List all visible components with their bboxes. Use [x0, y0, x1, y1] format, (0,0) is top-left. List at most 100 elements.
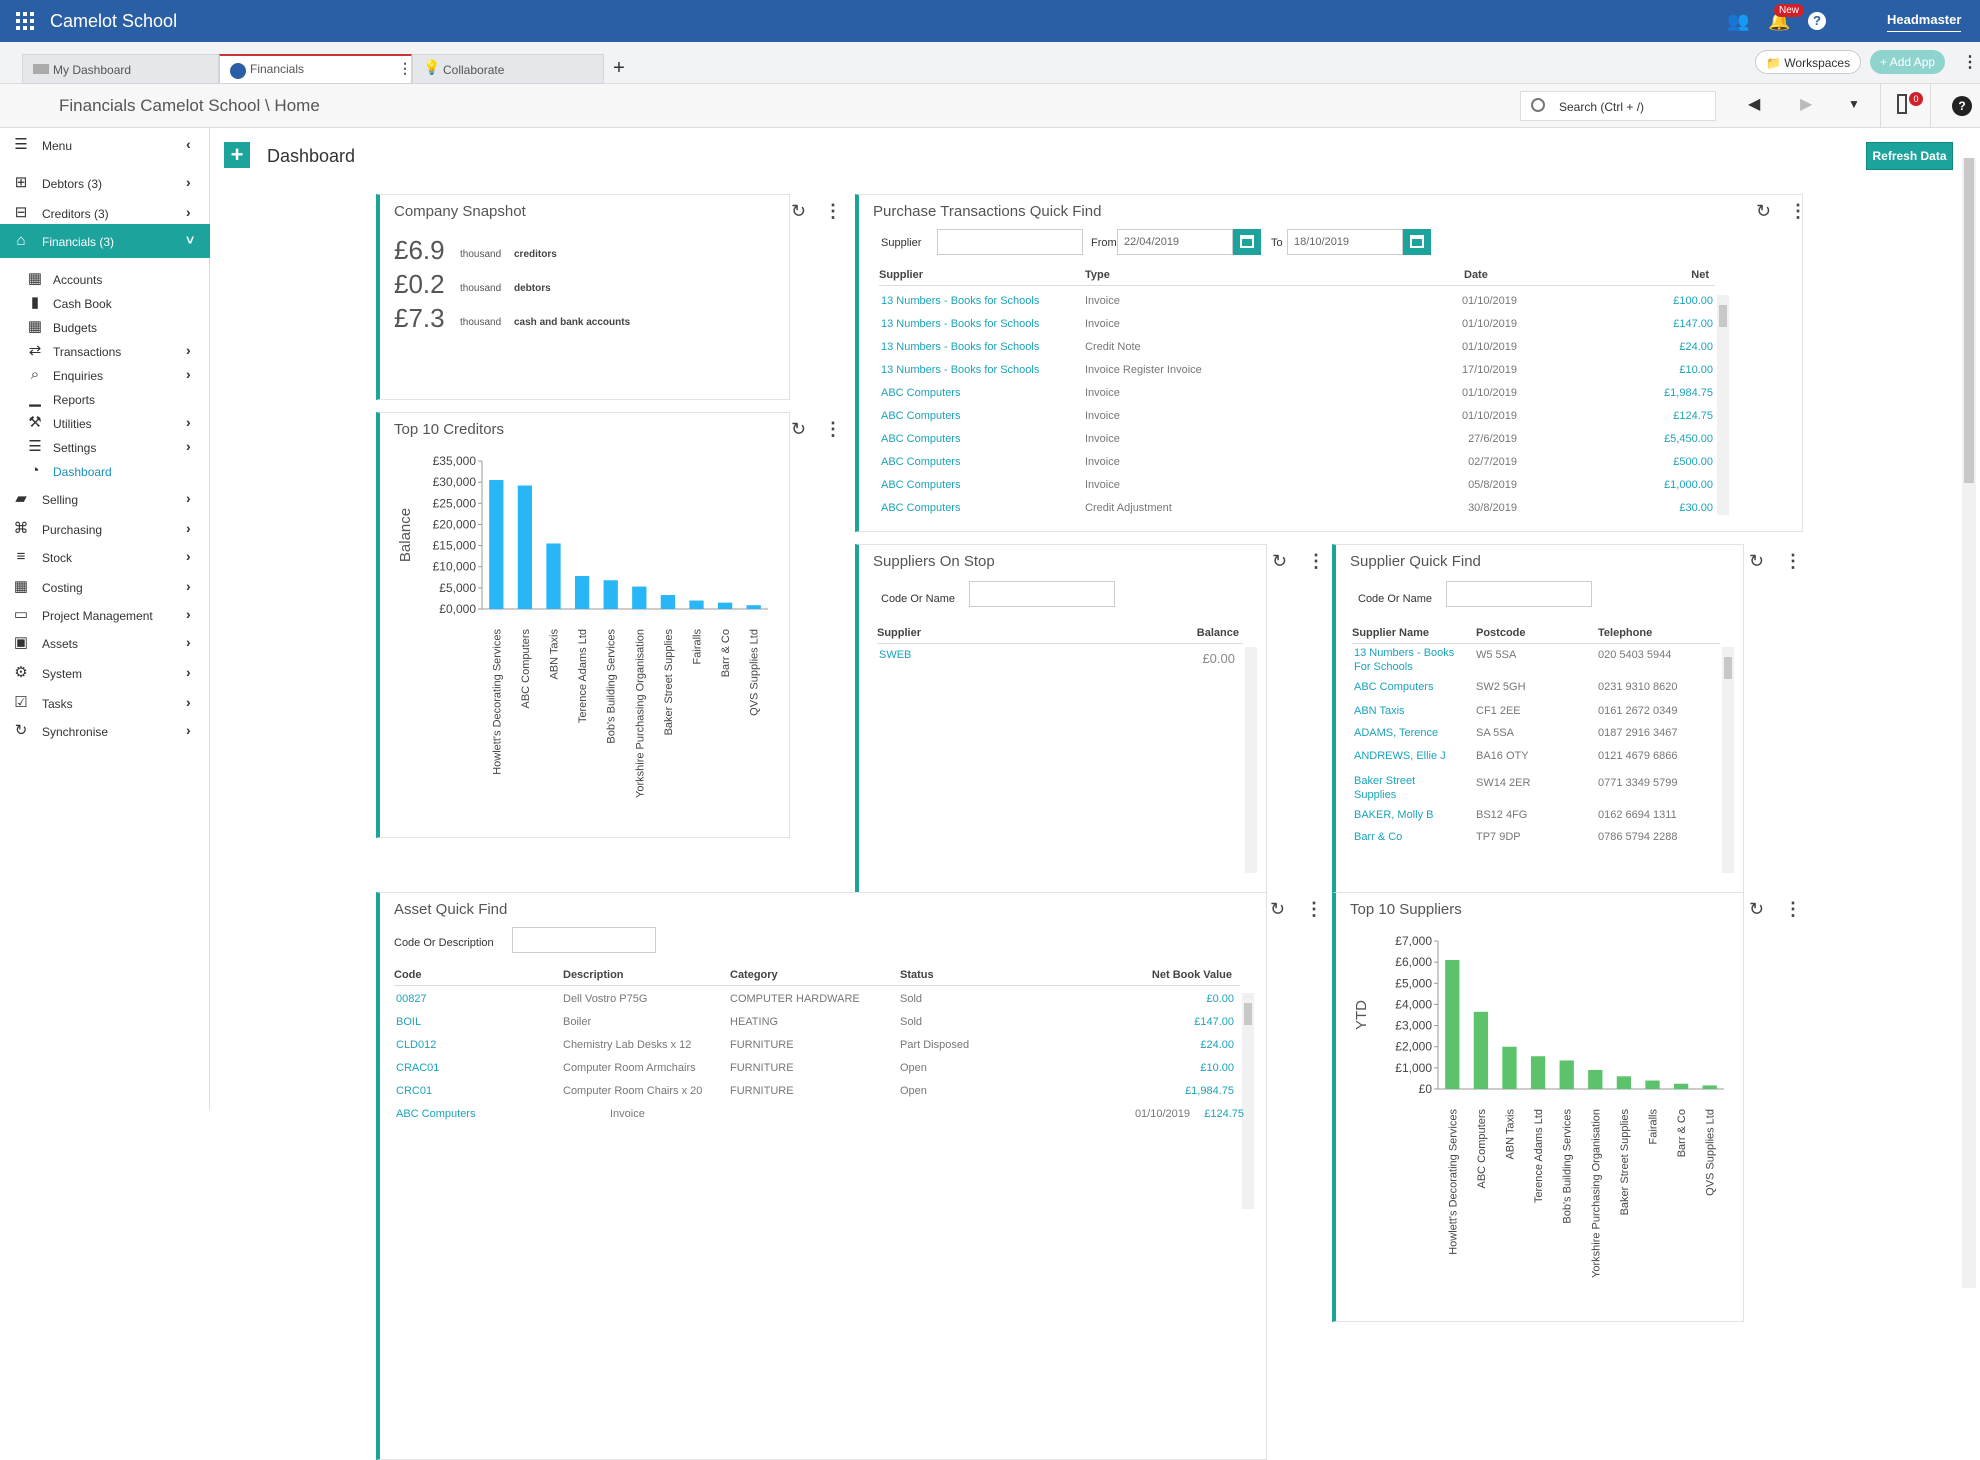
col-header[interactable]: Balance	[1196, 627, 1239, 639]
col-header[interactable]: Code	[394, 969, 422, 981]
more-icon[interactable]: ⋮	[1784, 899, 1802, 919]
sidebar-item-purchasing[interactable]: ⌘ Purchasing ›	[0, 512, 210, 546]
col-header[interactable]: Supplier	[879, 269, 924, 281]
asset-code-link[interactable]: CRC01	[396, 1085, 433, 1097]
table-row[interactable]: ABC Computers Invoice 01/10/2019 £1,984.75	[859, 387, 1715, 407]
col-header[interactable]: Supplier Name	[1352, 627, 1430, 639]
supplier-link[interactable]: 13 Numbers - Books for Schools	[881, 341, 1040, 353]
history-dropdown[interactable]: ▼	[1848, 97, 1860, 111]
table-row[interactable]: 13 Numbers - Books For Schools W5 5SA 020 5…	[1336, 647, 1716, 677]
code-input[interactable]	[969, 581, 1115, 607]
users-icon[interactable]: 👥	[1727, 11, 1750, 31]
sidebar-item-menu[interactable]: ☰ Menu ‹	[0, 128, 210, 162]
table-row[interactable]: ABC Computers Invoice 02/7/2019 £500.00	[859, 456, 1715, 476]
chevron-right-icon[interactable]: ›	[186, 606, 191, 622]
col-header[interactable]: Type	[1085, 269, 1110, 281]
chevron-left-icon[interactable]: ‹	[186, 136, 191, 152]
more-icon[interactable]: ⋮	[1789, 201, 1807, 221]
more-icon[interactable]: ⋮	[1784, 551, 1802, 571]
chevron-right-icon[interactable]: ›	[186, 414, 191, 430]
sidebar-item-debtors[interactable]: ⊞ Debtors (3) ›	[0, 166, 210, 200]
workspaces-button[interactable]: 📁 Workspaces	[1755, 50, 1862, 74]
table-row[interactable]: Barr & Co TP7 9DP 0786 5794 2288	[1336, 831, 1716, 851]
supplier-link[interactable]: ABC Computers	[1354, 681, 1434, 693]
sidebar-item-settings[interactable]: ☰ Settings ›	[0, 430, 210, 464]
table-row[interactable]: 13 Numbers - Books for Schools Invoice 01/…	[859, 295, 1715, 315]
supplier-link[interactable]: ABC Computers	[881, 433, 961, 445]
from-date-input[interactable]: 22/04/2019	[1117, 229, 1233, 255]
col-header[interactable]: Date	[1464, 269, 1488, 281]
col-header[interactable]: Net Book Value	[1151, 969, 1232, 981]
chevron-right-icon[interactable]: ›	[186, 722, 191, 738]
chevron-right-icon[interactable]: ›	[186, 578, 191, 594]
supplier-link[interactable]: ABC Computers	[396, 1108, 476, 1120]
chevron-right-icon[interactable]: ›	[186, 694, 191, 710]
chevron-right-icon[interactable]: ›	[186, 204, 191, 220]
asset-code-link[interactable]: BOIL	[396, 1016, 422, 1028]
chevron-right-icon[interactable]: ›	[186, 366, 191, 382]
chevron-right-icon[interactable]: ›	[186, 438, 191, 454]
table-row[interactable]: BOIL Boiler HEATING Sold £147.00	[380, 1016, 1240, 1036]
sidebar-item-synchronise[interactable]: ↻ Synchronise ›	[0, 714, 210, 748]
sidebar-item-selling[interactable]: ▰ Selling ›	[0, 482, 210, 516]
to-date-input[interactable]: 18/10/2019	[1287, 229, 1403, 255]
calendar-icon[interactable]	[1403, 229, 1431, 255]
supplier-link[interactable]: ABC Computers	[881, 479, 961, 491]
sidebar-item-cash-book[interactable]: ▮ Cash Book	[0, 286, 210, 320]
chevron-right-icon[interactable]: ›	[186, 664, 191, 680]
supplier-input[interactable]	[937, 229, 1083, 255]
sidebar-item-reports[interactable]: ▁ Reports	[0, 382, 210, 416]
chevron-right-icon[interactable]: ›	[186, 342, 191, 358]
table-row[interactable]: ABC Computers SW2 5GH 0231 9310 8620	[1336, 681, 1716, 701]
chevron-right-icon[interactable]: ›	[186, 490, 191, 506]
table-row[interactable]: BAKER, Molly B BS12 4FG 0162 6694 1311	[1336, 809, 1716, 829]
table-row[interactable]: ABN Taxis CF1 2EE 0161 2672 0349	[1336, 705, 1716, 725]
refresh-icon[interactable]: ↻	[1749, 551, 1765, 571]
col-header[interactable]: Category	[730, 969, 778, 981]
code-input[interactable]	[512, 927, 656, 953]
tab-financials[interactable]: Financials ⋮	[219, 54, 412, 84]
refresh-icon[interactable]: ↻	[791, 201, 807, 221]
table-row[interactable]: ABC Computers Invoice 27/6/2019 £5,450.00	[859, 433, 1715, 453]
col-header[interactable]: Status	[900, 969, 934, 981]
asset-code-link[interactable]: 00827	[396, 993, 427, 1005]
sidebar-item-accounts[interactable]: ▦ Accounts	[0, 262, 210, 296]
supplier-link[interactable]: ABC Computers	[881, 387, 961, 399]
sidebar-item-stock[interactable]: ≡ Stock ›	[0, 540, 210, 574]
supplier-link[interactable]: Barr & Co	[1354, 831, 1403, 843]
sidebar-item-enquiries[interactable]: ⌕ Enquiries ›	[0, 358, 210, 392]
col-header[interactable]: Net	[1691, 269, 1709, 281]
table-row[interactable]: ABC Computers Invoice 01/10/2019 £124.75	[859, 410, 1715, 430]
add-tab-button[interactable]: +	[613, 57, 625, 79]
more-icon[interactable]: ⋮	[824, 201, 842, 221]
asset-code-link[interactable]: CLD012	[396, 1039, 437, 1051]
table-row[interactable]: ABC Computers Credit Adjustment 30/8/2019 £…	[859, 502, 1715, 522]
chevron-right-icon[interactable]: ›	[186, 520, 191, 536]
table-row[interactable]: ANDREWS, Ellie J BA16 OTY 0121 4679 6866	[1336, 750, 1716, 770]
supplier-link[interactable]: SWEB	[879, 649, 912, 661]
chevron-right-icon[interactable]: ›	[186, 548, 191, 564]
sidebar-item-financials[interactable]: ⌂ Financials (3) ˅	[0, 224, 210, 258]
table-scrollbar[interactable]	[1717, 295, 1729, 515]
table-scrollbar[interactable]	[1245, 647, 1257, 873]
more-icon[interactable]: ⋮	[1307, 551, 1325, 571]
table-scrollbar[interactable]	[1242, 993, 1254, 1209]
task-list-icon[interactable]	[1897, 94, 1907, 114]
refresh-icon[interactable]: ↻	[1756, 201, 1772, 221]
more-icon[interactable]: ⋮	[1962, 54, 1978, 71]
forward-button[interactable]: ▶	[1800, 96, 1813, 113]
help-icon[interactable]: ?	[1952, 96, 1972, 116]
sidebar-item-system[interactable]: ⚙ System ›	[0, 656, 210, 690]
search-input[interactable]: Search (Ctrl + /)	[1520, 91, 1716, 121]
add-widget-button[interactable]: +	[224, 142, 250, 168]
tab-collaborate[interactable]: 💡 Collaborate	[412, 54, 604, 84]
more-icon[interactable]: ⋮	[824, 419, 842, 439]
sidebar-item-dashboard[interactable]: ◔ Dashboard	[0, 454, 210, 488]
sidebar-item-tasks[interactable]: ☑ Tasks ›	[0, 686, 210, 720]
supplier-link[interactable]: ABN Taxis	[1354, 705, 1405, 717]
refresh-icon[interactable]: ↻	[1272, 551, 1288, 571]
sidebar-item-transactions[interactable]: ⇄ Transactions ›	[0, 334, 210, 368]
table-row[interactable]: ADAMS, Terence SA 5SA 0187 2916 3467	[1336, 727, 1716, 747]
supplier-link[interactable]: ABC Computers	[881, 502, 961, 514]
col-header[interactable]: Telephone	[1598, 627, 1653, 639]
